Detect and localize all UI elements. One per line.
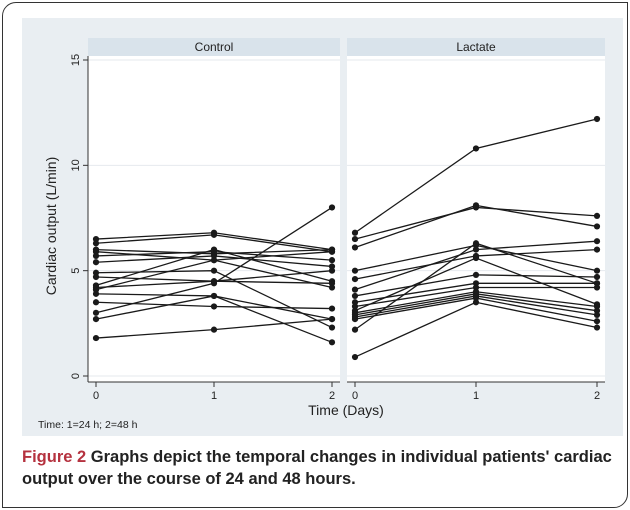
- data-point: [593, 223, 601, 230]
- caption-text: Graphs depict the temporal changes in in…: [22, 448, 612, 488]
- data-point: [351, 353, 359, 361]
- data-point: [328, 267, 336, 274]
- data-point: [328, 257, 336, 264]
- y-tick-label: 5: [70, 268, 82, 274]
- y-tick-label: 10: [70, 159, 82, 171]
- data-point: [351, 316, 359, 323]
- figure-caption: Figure 2 Graphs depict the temporal chan…: [22, 446, 622, 490]
- data-point: [92, 290, 100, 297]
- data-point: [92, 259, 100, 266]
- panel-area: [347, 56, 605, 382]
- data-point: [472, 254, 480, 262]
- data-point: [210, 257, 218, 264]
- data-point: [210, 292, 218, 300]
- y-axis-label: Cardiac output (L/min): [43, 157, 59, 296]
- data-point: [92, 273, 100, 281]
- data-point: [351, 267, 359, 274]
- data-point: [593, 238, 601, 245]
- data-point: [328, 324, 336, 331]
- data-point: [328, 305, 336, 312]
- data-point: [92, 316, 100, 323]
- data-point: [351, 292, 359, 300]
- data-point: [328, 204, 336, 211]
- data-point: [210, 326, 218, 333]
- data-point: [92, 334, 100, 342]
- data-point: [210, 303, 218, 310]
- data-point: [351, 286, 359, 293]
- panel-title: Lactate: [456, 40, 496, 54]
- data-point: [593, 115, 601, 123]
- data-point: [351, 244, 359, 251]
- data-point: [351, 235, 359, 243]
- x-tick-label: 0: [93, 390, 99, 402]
- data-point: [593, 212, 601, 219]
- data-point: [472, 246, 480, 253]
- data-point: [593, 246, 601, 253]
- data-point: [472, 202, 480, 209]
- data-point: [328, 284, 336, 291]
- y-tick-label: 15: [70, 54, 82, 66]
- x-tick-label: 1: [211, 390, 217, 402]
- data-point: [593, 324, 601, 331]
- data-point: [593, 318, 601, 325]
- data-point: [210, 267, 218, 274]
- data-point: [351, 229, 359, 236]
- x-tick-label: 0: [352, 390, 358, 402]
- data-point: [351, 326, 359, 333]
- time-note: Time: 1=24 h; 2=48 h: [38, 419, 138, 431]
- data-point: [210, 246, 218, 253]
- data-point: [351, 275, 359, 283]
- data-point: [593, 311, 601, 319]
- data-point: [92, 252, 100, 260]
- data-point: [92, 299, 100, 306]
- data-point: [328, 339, 336, 346]
- data-point: [328, 316, 336, 323]
- data-point: [472, 271, 480, 278]
- x-tick-label: 2: [594, 390, 600, 402]
- panel-strip: [88, 38, 340, 56]
- data-point: [328, 248, 336, 255]
- panel-title: Control: [195, 40, 234, 54]
- x-tick-label: 1: [473, 390, 479, 402]
- data-point: [472, 240, 480, 247]
- chart: Control 0 5 10 15 0 1 2 Lactate 0 1 2 Cardiac outpu…: [38, 38, 605, 431]
- data-point: [92, 240, 100, 247]
- data-point: [92, 309, 100, 316]
- x-tick-label: 2: [329, 390, 335, 402]
- data-point: [472, 299, 480, 306]
- data-point: [210, 280, 218, 287]
- panels-layer: Control 0 5 10 15 0 1 2 Lactate 0 1 2: [70, 38, 605, 402]
- x-axis-label: Time (Days): [308, 402, 384, 418]
- data-point: [593, 273, 601, 281]
- panel-area: [88, 56, 340, 382]
- panel-strip: [347, 38, 605, 56]
- data-point: [210, 231, 218, 238]
- data-point: [472, 145, 480, 152]
- data-point: [593, 267, 601, 274]
- caption-lead: Figure 2: [22, 448, 87, 466]
- data-point: [593, 280, 601, 287]
- y-tick-label: 0: [70, 373, 82, 379]
